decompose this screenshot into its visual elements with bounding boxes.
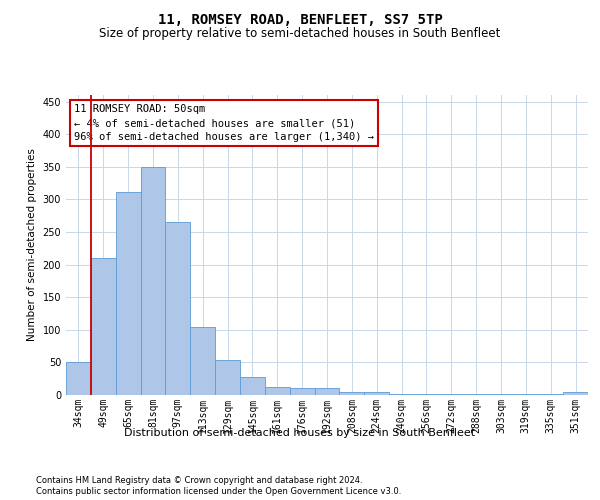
Bar (464, 394, 488, 395)
Bar (364, 392, 389, 395)
Text: Contains public sector information licensed under the Open Government Licence v3: Contains public sector information licen… (36, 488, 401, 496)
Bar (265, 387, 290, 395)
Bar (389, 394, 414, 395)
Bar (91, 258, 116, 395)
Bar (538, 394, 563, 395)
Bar (190, 327, 215, 395)
Bar (116, 192, 140, 395)
Bar (66, 362, 91, 395)
Bar (215, 360, 240, 395)
Text: Size of property relative to semi-detached houses in South Benfleet: Size of property relative to semi-detach… (100, 28, 500, 40)
Text: 11, ROMSEY ROAD, BENFLEET, SS7 5TP: 11, ROMSEY ROAD, BENFLEET, SS7 5TP (158, 12, 442, 26)
Y-axis label: Number of semi-detached properties: Number of semi-detached properties (27, 148, 37, 342)
Text: 11 ROMSEY ROAD: 50sqm
← 4% of semi-detached houses are smaller (51)
96% of semi-: 11 ROMSEY ROAD: 50sqm ← 4% of semi-detac… (74, 104, 374, 142)
Bar (314, 388, 340, 395)
Bar (439, 394, 464, 395)
Bar (563, 392, 588, 395)
Bar (290, 388, 314, 395)
Bar (514, 394, 538, 395)
Bar (240, 378, 265, 395)
Bar (140, 166, 166, 395)
Text: Contains HM Land Registry data © Crown copyright and database right 2024.: Contains HM Land Registry data © Crown c… (36, 476, 362, 485)
Bar (414, 394, 439, 395)
Bar (166, 222, 190, 395)
Bar (488, 394, 514, 395)
Text: Distribution of semi-detached houses by size in South Benfleet: Distribution of semi-detached houses by … (124, 428, 476, 438)
Bar (340, 392, 364, 395)
